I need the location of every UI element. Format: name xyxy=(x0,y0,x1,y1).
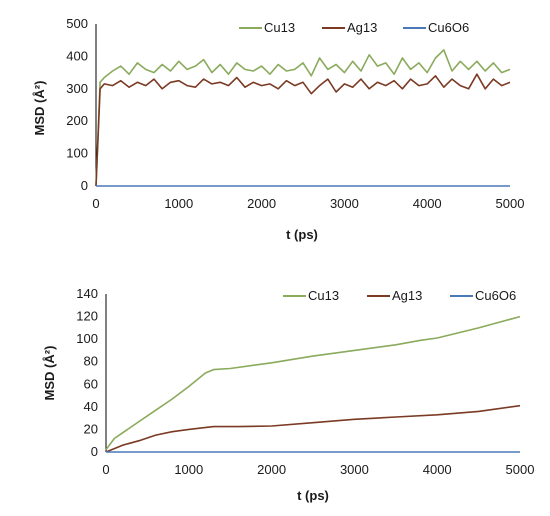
x-axis-title-top: t (ps) xyxy=(286,227,318,242)
y-tick-label: 120 xyxy=(76,309,98,324)
legend-bottom: Cu13 Ag13 Cu6O6 xyxy=(283,288,516,303)
x-tick-label: 5000 xyxy=(496,196,525,211)
legend-label-ag13-bottom: Ag13 xyxy=(392,288,422,303)
y-tick-label: 500 xyxy=(66,16,88,31)
x-axis-title-bottom: t (ps) xyxy=(297,488,329,503)
y-tick-label: 400 xyxy=(66,48,88,63)
x-tick-label: 3000 xyxy=(330,196,359,211)
x-tick-label: 1000 xyxy=(174,462,203,477)
y-tick-label: 0 xyxy=(81,178,88,193)
legend-label-cu6o6-top: Cu6O6 xyxy=(428,20,469,35)
y-axis-title-bottom: MSD (Å²) xyxy=(42,346,57,401)
legend-label-cu13-top: Cu13 xyxy=(264,20,295,35)
x-tick-label: 2000 xyxy=(257,462,286,477)
series-line-cu13-bottom xyxy=(105,315,521,451)
x-tick-label: 0 xyxy=(102,462,109,477)
y-tick-label: 100 xyxy=(66,146,88,161)
y-tick-label: 200 xyxy=(66,113,88,128)
y-tick-label: 40 xyxy=(84,399,98,414)
legend-label-cu6o6-bottom: Cu6O6 xyxy=(475,288,516,303)
x-tick-label: 0 xyxy=(92,196,99,211)
series-line-ag13-bottom xyxy=(105,404,521,453)
y-tick-label: 60 xyxy=(84,376,98,391)
x-tick-label: 4000 xyxy=(423,462,452,477)
legend-label-ag13-top: Ag13 xyxy=(347,20,377,35)
x-tick-label: 4000 xyxy=(413,196,442,211)
y-tick-label: 0 xyxy=(91,444,98,459)
series-line-cu13-top xyxy=(95,49,511,187)
y-tick-label: 80 xyxy=(84,354,98,369)
y-tick-label: 140 xyxy=(76,286,98,301)
legend-label-cu13-bottom: Cu13 xyxy=(308,288,339,303)
y-axis-title-top: MSD (Å²) xyxy=(32,81,47,136)
legend-top: Cu13 Ag13 Cu6O6 xyxy=(239,20,469,35)
chart-bottom: Cu13 Ag13 Cu6O6 MSD (Å²) t (ps) 0 20 40 60 8… xyxy=(42,286,534,503)
x-tick-label: 1000 xyxy=(164,196,193,211)
x-tick-label: 3000 xyxy=(340,462,369,477)
y-tick-label: 100 xyxy=(76,331,98,346)
y-tick-label: 20 xyxy=(84,421,98,436)
x-tick-label: 5000 xyxy=(506,462,535,477)
series-line-ag13-top xyxy=(95,73,511,187)
y-tick-label: 300 xyxy=(66,81,88,96)
x-tick-label: 2000 xyxy=(247,196,276,211)
chart-top: Cu13 Ag13 Cu6O6 MSD (Å²) t (ps) 0 100 200 3… xyxy=(32,16,524,242)
